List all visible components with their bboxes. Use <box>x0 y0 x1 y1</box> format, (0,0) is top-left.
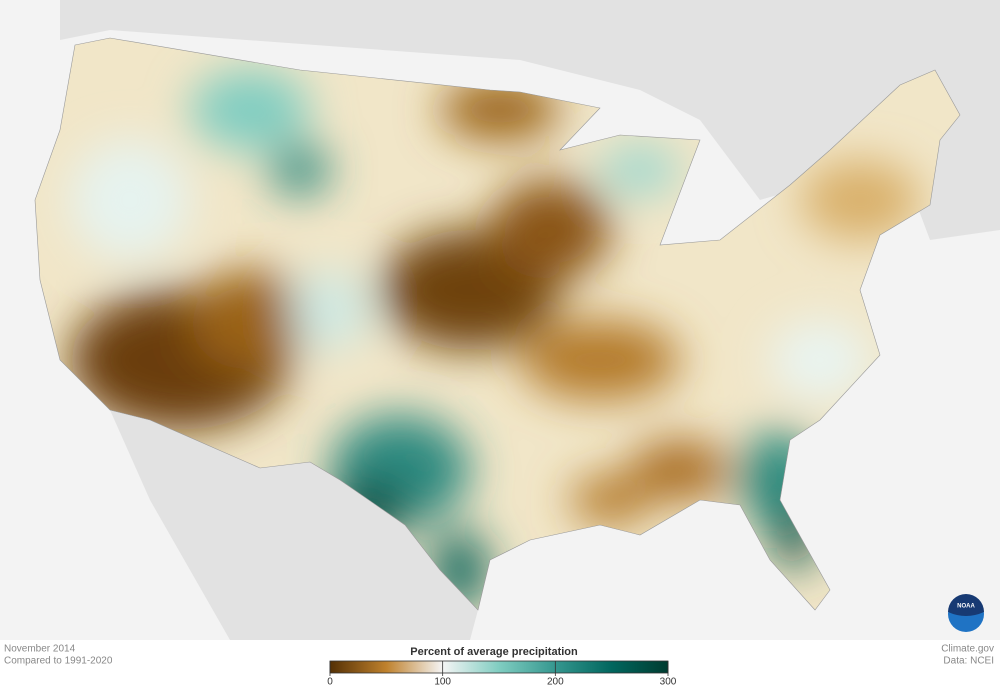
canada <box>60 0 1000 240</box>
precipitation-field <box>35 38 960 610</box>
legend-ticks: 0 100 200 300 <box>327 661 677 688</box>
tick-label: 0 <box>327 677 333 688</box>
tick-label: 100 <box>434 677 451 688</box>
legend-title: Percent of average precipitation <box>410 646 578 658</box>
data-source: Data: NCEI <box>943 656 994 667</box>
tick-label: 300 <box>660 677 677 688</box>
noaa-logo-top <box>948 594 984 616</box>
period: November 2014 <box>4 644 76 655</box>
colorbar <box>329 660 669 674</box>
source: Climate.gov <box>941 644 994 655</box>
baseline: Compared to 1991-2020 <box>4 656 113 667</box>
tick-label: 200 <box>547 677 564 688</box>
noaa-logo-text: NOAA <box>957 604 975 610</box>
mexico <box>110 410 478 640</box>
